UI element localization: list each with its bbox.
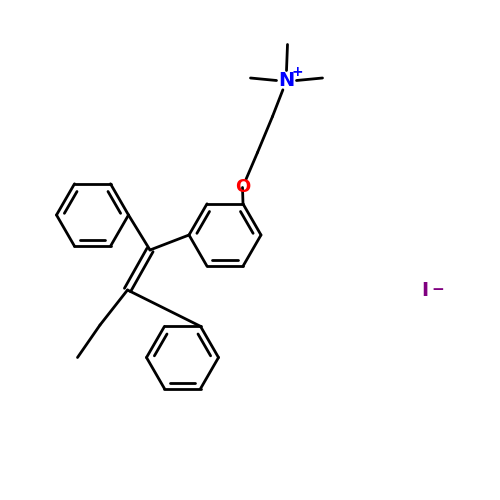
Text: −: − (431, 282, 444, 296)
Text: +: + (292, 64, 304, 78)
Text: N: N (278, 71, 294, 90)
Text: I: I (422, 280, 428, 299)
Text: O: O (235, 178, 250, 196)
